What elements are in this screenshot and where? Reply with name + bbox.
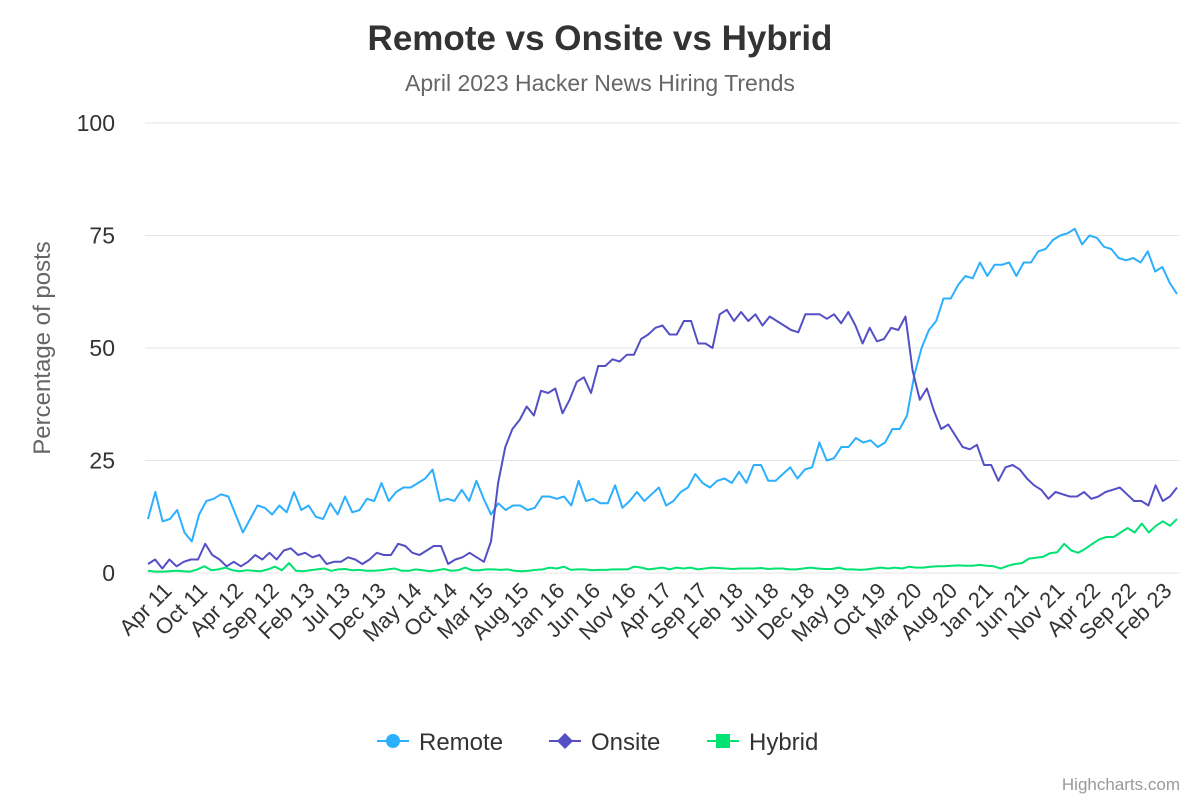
legend-marker-square <box>716 734 730 748</box>
y-tick-label: 75 <box>89 223 115 249</box>
series-line-onsite[interactable] <box>147 308 1178 570</box>
y-tick-label: 50 <box>89 335 115 361</box>
legend-item-hybrid[interactable]: Hybrid <box>707 729 818 756</box>
chart-subtitle: April 2023 Hacker News Hiring Trends <box>405 70 795 96</box>
legend-item-remote[interactable]: Remote <box>377 729 503 756</box>
legend-label: Onsite <box>591 729 660 756</box>
legend-item-onsite[interactable]: Onsite <box>549 729 660 756</box>
legend-label: Hybrid <box>749 729 818 756</box>
legend-marker-circle <box>386 734 400 748</box>
legend: Remote Onsite Hybrid <box>377 729 818 756</box>
series-line-remote[interactable] <box>147 227 1178 543</box>
series-layer <box>147 227 1178 573</box>
series-line-hybrid[interactable] <box>147 518 1178 573</box>
legend-marker-diamond <box>557 733 573 749</box>
chart-title: Remote vs Onsite vs Hybrid <box>368 19 833 58</box>
y-axis-label: Percentage of posts <box>29 241 56 454</box>
y-axis: 0 25 50 75 100 <box>77 110 115 586</box>
y-tick-label: 0 <box>102 560 115 586</box>
legend-label: Remote <box>419 729 503 756</box>
credits-link[interactable]: Highcharts.com <box>1062 775 1180 794</box>
y-tick-label: 25 <box>89 448 115 474</box>
y-tick-label: 100 <box>77 110 115 136</box>
grid-layer <box>145 122 1180 574</box>
